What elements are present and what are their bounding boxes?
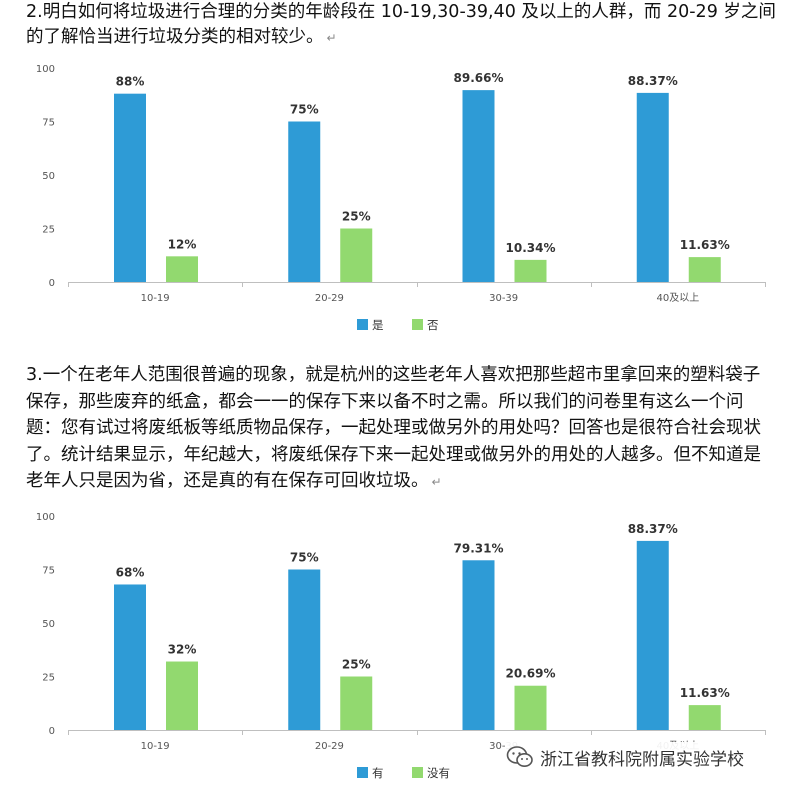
data-label: 32% — [168, 643, 197, 657]
data-label: 88.37% — [628, 74, 678, 88]
data-label: 88% — [116, 75, 145, 89]
bar-series2 — [688, 705, 721, 730]
bar-series2 — [166, 256, 198, 282]
question-3-paragraph: 3.一个在老年人范围很普遍的现象，就是杭州的这些老年人喜欢把那些超市里拿回来的塑… — [26, 362, 776, 496]
y-tick-label: 0 — [49, 278, 55, 289]
bar-series1 — [462, 90, 495, 283]
y-tick-label: 25 — [42, 225, 55, 236]
x-tick-label: 10-19 — [141, 293, 170, 304]
bar-series1 — [636, 92, 669, 282]
chart-saving-paper: 025507510010-1920-2930-3940及以上68%75%79.3… — [36, 512, 766, 780]
question-2-text: 2.明白如何将垃圾进行合理的分类的年龄段在 10-19,30-39,40 及以上… — [26, 2, 776, 47]
data-label: 12% — [168, 237, 197, 251]
return-mark: ↵ — [431, 475, 442, 489]
bar-series2 — [340, 228, 373, 282]
data-label: 11.63% — [680, 686, 730, 700]
data-label: 11.63% — [680, 238, 730, 252]
bar-series1 — [114, 93, 146, 283]
legend-label: 否 — [427, 318, 439, 332]
bar-series2 — [514, 685, 547, 730]
x-tick-label: 10-19 — [141, 741, 170, 752]
question-2-paragraph: 2.明白如何将垃圾进行合理的分类的年龄段在 10-19,30-39,40 及以上… — [26, 0, 776, 51]
return-mark: ↵ — [326, 31, 337, 45]
legend-swatch — [357, 319, 368, 330]
bar-series1 — [462, 560, 495, 730]
y-tick-label: 0 — [49, 726, 55, 737]
data-label: 79.31% — [454, 541, 504, 555]
bar-series2 — [166, 661, 198, 730]
legend-swatch — [357, 767, 368, 778]
chart-understanding-sorting: 0 25 50 75 100 10-19 20-29 30-39 40及以上 88% 75% 89.6… — [36, 64, 766, 332]
bar-series2 — [340, 676, 373, 730]
legend-swatch — [412, 319, 423, 330]
y-tick-label: 100 — [36, 64, 55, 75]
data-label: 25% — [342, 210, 371, 224]
watermark-text: 浙江省教科院附属实验学校 — [540, 749, 744, 770]
bar-series1 — [288, 121, 321, 282]
y-tick-label: 25 — [42, 673, 55, 684]
bar-series1 — [114, 584, 146, 730]
y-tick-label: 75 — [42, 118, 55, 129]
watermark: 浙江省教科院附属实验学校 — [506, 742, 748, 772]
data-label: 10.34% — [506, 241, 556, 255]
legend-label: 是 — [372, 318, 384, 332]
data-label: 75% — [290, 551, 319, 565]
data-label: 88.37% — [628, 522, 678, 536]
y-tick-label: 100 — [36, 512, 55, 523]
y-tick-label: 50 — [42, 619, 55, 630]
data-label: 89.66% — [454, 71, 504, 85]
data-label: 75% — [290, 103, 319, 117]
x-tick-label: 30-39 — [489, 293, 518, 304]
legend-label: 没有 — [427, 766, 450, 780]
y-tick-label: 50 — [42, 171, 55, 182]
legend-label: 有 — [372, 766, 384, 780]
x-tick-label: 40及以上 — [657, 292, 700, 304]
bar-series2 — [514, 259, 547, 282]
x-tick-label: 30-39 — [489, 741, 518, 752]
data-label: 68% — [116, 565, 145, 579]
bar-series1 — [636, 540, 669, 730]
x-tick-label: 20-29 — [315, 293, 344, 304]
x-tick-label: 20-29 — [315, 741, 344, 752]
wechat-icon — [506, 746, 533, 767]
y-tick-label: 75 — [42, 566, 55, 577]
bar-series1 — [288, 569, 321, 730]
data-label: 25% — [342, 658, 371, 672]
data-label: 20.69% — [506, 667, 556, 681]
question-3-text: 3.一个在老年人范围很普遍的现象，就是杭州的这些老年人喜欢把那些超市里拿回来的塑… — [26, 365, 761, 491]
legend-swatch — [412, 767, 423, 778]
bar-series2 — [688, 257, 721, 282]
